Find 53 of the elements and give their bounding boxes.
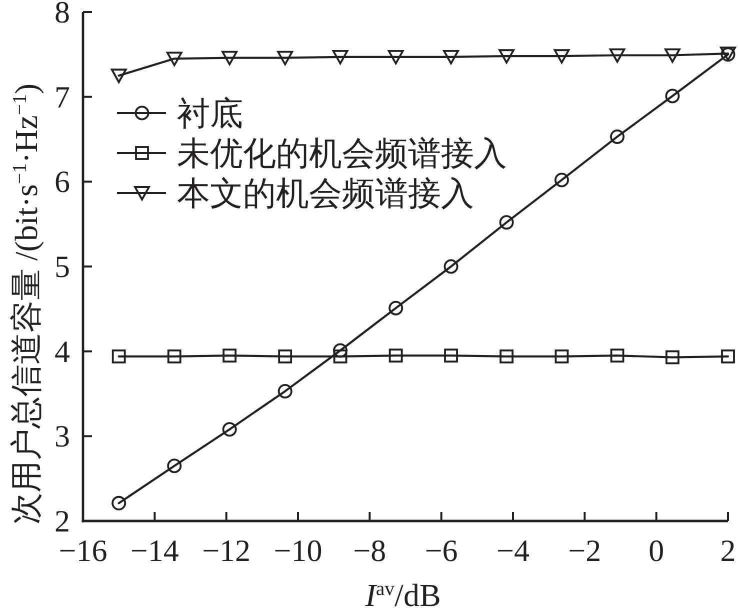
point xyxy=(498,49,514,64)
x-axis-title: I$^{av}$/dB xyxy=(364,577,441,613)
x-tick-label: −6 xyxy=(424,533,458,568)
point xyxy=(110,68,127,84)
point xyxy=(277,50,294,66)
point xyxy=(332,50,348,64)
x-tick-label: −8 xyxy=(353,533,386,568)
point xyxy=(554,349,569,364)
point xyxy=(388,348,403,363)
x-tick-label: −2 xyxy=(568,533,602,568)
x-tick-label: −4 xyxy=(496,533,530,568)
point xyxy=(278,349,292,364)
point xyxy=(665,88,680,104)
point xyxy=(554,49,570,64)
y-tick-label: 8 xyxy=(54,0,70,30)
x-tick-label: 2 xyxy=(720,533,736,568)
point xyxy=(333,343,348,358)
point xyxy=(167,458,182,474)
x-tick-label: −14 xyxy=(130,533,180,568)
legend-label: 衬底 xyxy=(177,96,243,132)
y-tick-label: 4 xyxy=(54,334,70,369)
point xyxy=(278,384,292,398)
legend-label: 未优化的机会频谱接入 xyxy=(177,136,507,172)
point xyxy=(664,48,680,63)
point xyxy=(167,349,182,364)
point xyxy=(610,129,625,144)
point xyxy=(444,259,458,274)
point xyxy=(166,52,182,66)
point xyxy=(721,349,735,364)
x-tick-label: 0 xyxy=(648,533,664,568)
point xyxy=(222,422,237,437)
point xyxy=(443,50,459,64)
point xyxy=(444,348,458,363)
point xyxy=(609,48,626,63)
x-tick-label: −10 xyxy=(274,533,322,568)
y-tick-label: 6 xyxy=(54,164,70,200)
point xyxy=(388,300,404,316)
y-tick-label: 5 xyxy=(54,249,70,284)
point xyxy=(222,50,238,66)
point xyxy=(554,172,569,188)
x-tick-label: −12 xyxy=(202,533,251,568)
point xyxy=(610,348,624,363)
point xyxy=(222,348,237,363)
point xyxy=(500,349,514,364)
point xyxy=(333,349,348,364)
point xyxy=(388,50,404,64)
y-tick-label: 3 xyxy=(54,418,70,454)
point xyxy=(112,349,126,364)
point xyxy=(499,215,514,230)
legend-label: 本文的机会频谱接入 xyxy=(177,176,474,212)
point xyxy=(666,350,680,364)
point xyxy=(112,496,126,510)
y-tick-label: 7 xyxy=(54,79,70,114)
